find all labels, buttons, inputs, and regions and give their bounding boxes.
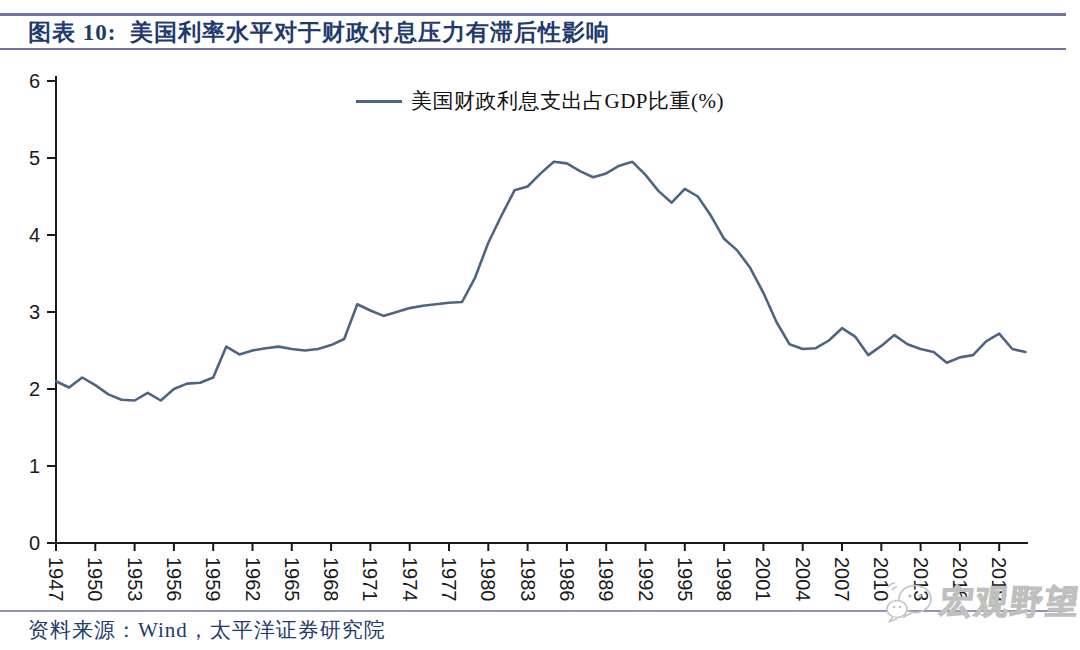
x-axis-tick-label: 1986 (556, 557, 578, 602)
x-axis-tick-label: 1980 (477, 557, 499, 602)
y-axis-tick-label: 2 (29, 378, 40, 400)
x-axis-tick-label: 1983 (517, 557, 539, 602)
x-axis-tick-label: 1968 (320, 557, 342, 602)
x-axis-tick-label: 2019 (988, 557, 1010, 602)
y-axis-tick-label: 6 (29, 70, 40, 92)
data-source: 资料来源：Wind，太平洋证券研究院 (28, 616, 386, 644)
x-axis-tick-label: 2013 (910, 557, 932, 602)
x-axis-tick-label: 1953 (124, 557, 146, 602)
x-axis-tick-label: 2004 (792, 557, 814, 602)
x-axis-tick-label: 1962 (242, 557, 264, 602)
x-axis-tick-label: 1992 (635, 557, 657, 602)
x-axis-tick-label: 1971 (359, 557, 381, 602)
x-axis-tick-label: 1965 (281, 557, 303, 602)
y-axis-tick-label: 1 (29, 455, 40, 477)
y-axis-tick-label: 0 (29, 532, 40, 554)
axes (56, 76, 1028, 543)
x-axis-tick-label: 2001 (752, 557, 774, 602)
x-axis-tick-label: 1956 (163, 557, 185, 602)
x-axis-tick-label: 2010 (870, 557, 892, 602)
interest-gdp-line (56, 162, 1025, 401)
y-axis-tick-label: 3 (29, 301, 40, 323)
x-axis-tick-label: 1995 (674, 557, 696, 602)
x-axis-tick-label: 1977 (438, 557, 460, 602)
x-axis-tick-label: 1989 (595, 557, 617, 602)
y-axis-tick-label: 4 (29, 224, 40, 246)
line-chart: 0 1 2 3 4 5 6 1947 1950 1953 1956 1959 1962 1965 1968 1… (0, 0, 1080, 650)
x-axis-tick-label: 1950 (84, 557, 106, 602)
x-axis-tick-label: 1998 (713, 557, 735, 602)
x-axis-tick-label: 2007 (831, 557, 853, 602)
x-axis-tick-label: 1947 (45, 557, 67, 602)
x-axis-tick-label: 1959 (202, 557, 224, 602)
x-axis-tick-label: 1974 (399, 557, 421, 602)
x-axis-tick-label: 2016 (949, 557, 971, 602)
y-axis-tick-label: 5 (29, 147, 40, 169)
